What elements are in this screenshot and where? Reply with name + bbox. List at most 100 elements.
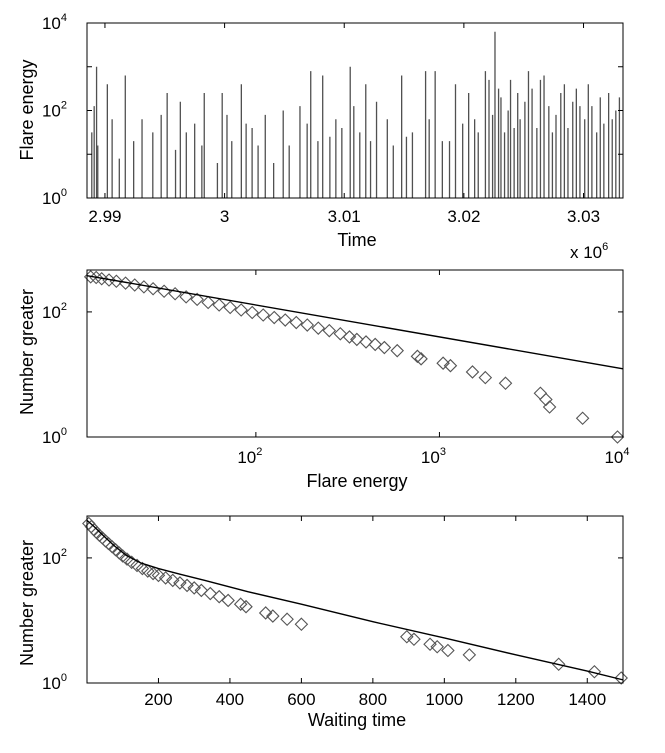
- data-point: [377, 340, 392, 355]
- data-point: [203, 586, 218, 601]
- data-point: [146, 281, 160, 296]
- y-axis-label: Flare energy: [17, 59, 37, 160]
- data-point: [165, 573, 180, 588]
- x-tick-label: 1200: [497, 690, 535, 709]
- data-point: [212, 589, 226, 604]
- data-point: [414, 352, 428, 366]
- x-tick-label: 800: [359, 690, 387, 709]
- data-point: [300, 318, 315, 332]
- y-axis-ticks: 100 102: [42, 301, 623, 447]
- x-tick-label: 1400: [568, 690, 606, 709]
- x-tick-label: 3.02: [447, 207, 480, 226]
- energy-distribution-panel: 102 103 104 100 102 Flare energy Number gre…: [17, 269, 630, 491]
- data-point: [436, 356, 450, 370]
- x-axis-ticks: 200 400 600 800 1000 1200 1400: [144, 516, 606, 709]
- x-axis-label: Time: [337, 230, 376, 250]
- data-point: [190, 292, 204, 307]
- distribution-points: [82, 516, 628, 685]
- y-axis-ticks: 100 102: [42, 547, 623, 693]
- x-tick-label: 3.01: [328, 207, 361, 226]
- data-point: [221, 593, 235, 608]
- data-point: [430, 639, 444, 654]
- data-point: [109, 274, 124, 289]
- x-tick-label: 102: [237, 446, 262, 467]
- y-axis-label: Number greater: [17, 289, 37, 415]
- data-point: [542, 400, 557, 414]
- x-axis-ticks: 2.99 3 3.01 3.02 3.03: [88, 23, 600, 226]
- data-point: [322, 323, 337, 338]
- data-point: [400, 629, 414, 644]
- y-axis-label: Number greater: [17, 540, 37, 666]
- data-point: [278, 313, 293, 327]
- y-tick-label: 100: [42, 426, 67, 447]
- data-point: [610, 430, 625, 444]
- y-tick-label: 102: [42, 547, 67, 568]
- data-point: [551, 657, 566, 672]
- data-point: [462, 648, 477, 662]
- x-tick-label: 3: [220, 207, 229, 226]
- data-point: [239, 599, 253, 614]
- y-axis-ticks: 100 102 104: [42, 12, 623, 208]
- data-point: [441, 643, 455, 658]
- data-point: [245, 305, 259, 320]
- x-axis-label: Waiting time: [308, 710, 406, 730]
- data-point: [258, 606, 273, 620]
- waiting-time-distribution-panel: 200 400 600 800 1000 1200 1400 100 102 Waiting …: [17, 515, 628, 730]
- data-point: [266, 609, 280, 623]
- data-point: [423, 637, 437, 651]
- data-point: [614, 671, 628, 685]
- data-point: [539, 392, 553, 407]
- plot-frame: [86, 515, 624, 684]
- spike-series: [91, 31, 621, 198]
- data-point: [333, 327, 348, 341]
- data-point: [180, 578, 194, 593]
- data-point: [179, 290, 193, 304]
- data-point: [587, 664, 602, 679]
- data-point: [212, 298, 226, 312]
- x-tick-label: 103: [421, 446, 446, 467]
- data-point: [478, 370, 493, 385]
- data-point: [151, 568, 166, 583]
- data-point: [289, 315, 304, 330]
- data-point: [342, 330, 357, 344]
- data-point: [233, 597, 248, 611]
- distribution-points: [83, 270, 625, 444]
- data-point: [201, 295, 215, 310]
- data-point: [359, 335, 373, 349]
- power-law-fit-line: [86, 274, 624, 370]
- y-tick-label: 102: [42, 301, 67, 322]
- x-axis-label: Flare energy: [306, 471, 407, 491]
- data-point: [350, 332, 364, 347]
- x-tick-label: 104: [604, 446, 629, 467]
- plot-frame: [86, 269, 624, 438]
- x-tick-label: 200: [144, 690, 172, 709]
- data-point: [311, 321, 326, 335]
- data-point: [187, 581, 201, 595]
- data-point: [294, 617, 309, 631]
- data-point: [498, 376, 513, 390]
- x-tick-label: 3.03: [567, 207, 600, 226]
- data-point: [223, 300, 237, 315]
- x-tick-label: 2.99: [88, 207, 121, 226]
- data-point: [89, 270, 103, 285]
- x-tick-label: 1000: [425, 690, 463, 709]
- data-point: [368, 337, 382, 352]
- data-point: [575, 411, 590, 426]
- flare-energy-timeseries-panel: 2.99 3 3.01 3.02 3.03 100 102 104 Time Flare e…: [17, 12, 624, 262]
- data-point: [390, 343, 404, 358]
- y-tick-label: 100: [42, 187, 67, 208]
- data-point: [256, 308, 270, 322]
- data-point: [234, 303, 248, 317]
- data-point: [194, 583, 209, 598]
- x-tick-label: 400: [216, 690, 244, 709]
- y-tick-label: 104: [42, 12, 67, 33]
- x-axis-ticks: 102 103 104: [237, 270, 630, 467]
- data-point: [407, 632, 421, 646]
- data-point: [280, 612, 294, 626]
- data-point: [158, 571, 173, 585]
- data-point: [410, 349, 425, 364]
- data-point: [465, 365, 480, 379]
- data-point: [443, 358, 458, 373]
- data-point: [173, 576, 187, 590]
